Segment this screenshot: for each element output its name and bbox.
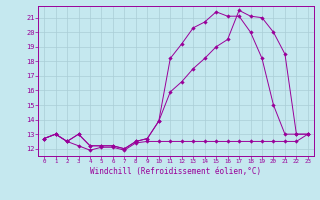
X-axis label: Windchill (Refroidissement éolien,°C): Windchill (Refroidissement éolien,°C) — [91, 167, 261, 176]
